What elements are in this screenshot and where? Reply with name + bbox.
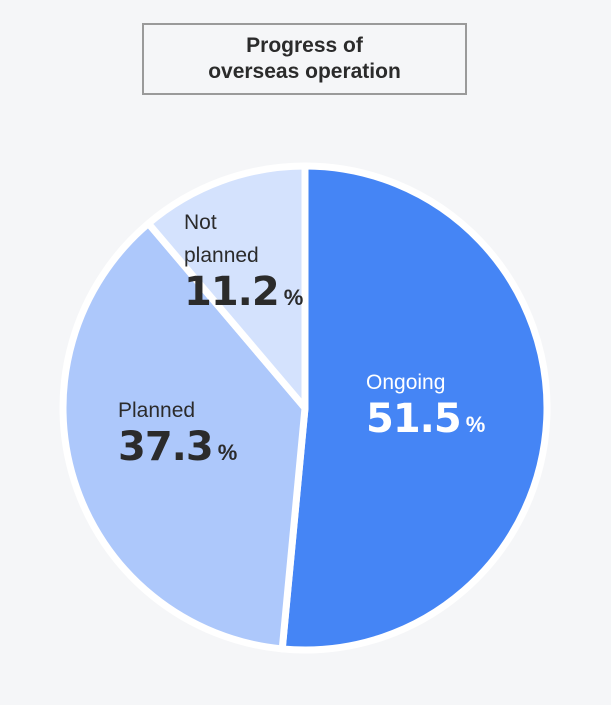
chart-title-line-2: overseas operation (208, 60, 401, 83)
slice-name-not-planned-line-1: Not (184, 211, 217, 234)
slice-value-planned: 37.3% (118, 424, 237, 470)
pie-slice-ongoing (278, 162, 551, 654)
pie-slice-not-planned (144, 162, 309, 412)
chart-title: Progress of overseas operation (142, 23, 467, 95)
slice-name-ongoing-line-1: Ongoing (366, 371, 445, 394)
pie-slice-planned (59, 219, 309, 653)
slice-name-not-planned-line-2: planned (184, 244, 259, 267)
pie-slices (59, 162, 551, 654)
slice-value-not-planned: 11.2% (184, 269, 303, 315)
chart-title-line-1: Progress of (246, 34, 363, 57)
slice-value-ongoing: 51.5% (366, 396, 485, 442)
slice-name-planned-line-1: Planned (118, 399, 195, 422)
